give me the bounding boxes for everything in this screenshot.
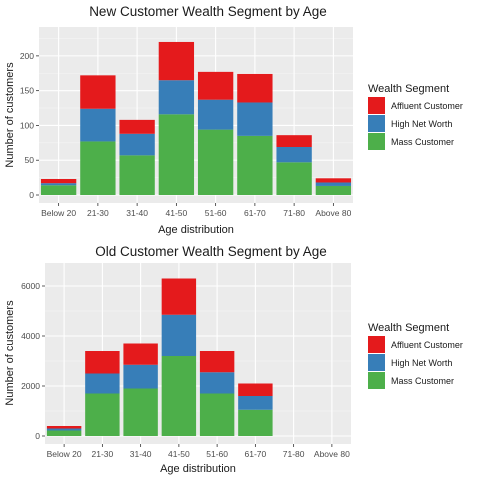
- y-axis-title: Number of customers: [4, 300, 16, 406]
- y-tick-label: 4000: [21, 331, 40, 341]
- legend-top: Wealth Segment Affluent Customer High Ne…: [368, 83, 463, 150]
- chart-title: Old Customer Wealth Segment by Age: [95, 244, 327, 259]
- chart-old-customers: Old Customer Wealth Segment by Age 0 2000…: [4, 244, 351, 475]
- x-tick-label: 51-60: [205, 208, 227, 218]
- bar-affluent: [85, 351, 120, 374]
- bar-high-net-worth: [161, 314, 197, 356]
- bar-mass: [80, 141, 116, 195]
- bar-affluent: [80, 75, 116, 109]
- x-tick-label: 21-30: [92, 449, 114, 459]
- x-axis-title: Age distribution: [160, 463, 236, 475]
- x-tick-label: Below 20: [47, 449, 82, 459]
- x-tick-label: 41-50: [166, 208, 188, 218]
- bar-high-net-worth: [80, 108, 116, 142]
- bar-affluent: [40, 179, 77, 184]
- legend-title: Wealth Segment: [368, 83, 449, 95]
- bar-affluent: [123, 343, 158, 365]
- legend-label-mass: Mass Customer: [391, 376, 454, 386]
- x-tick-labels: Below 20 21-30 31-40 41-50 51-60 61-70 71-80 Ab…: [41, 203, 352, 218]
- bar-mass: [85, 393, 120, 436]
- bar-high-net-worth: [238, 396, 273, 410]
- bar-mass: [238, 409, 273, 436]
- x-tick-label: 71-80: [283, 208, 305, 218]
- x-tick-label: 31-40: [126, 208, 148, 218]
- bar-mass: [199, 393, 235, 436]
- bar-high-net-worth: [158, 80, 195, 115]
- y-tick-labels: 0 2000 4000 6000: [21, 281, 45, 441]
- y-tick-label: 0: [35, 431, 40, 441]
- legend-label-affluent: Affluent Customer: [391, 340, 463, 350]
- y-tick-label: 6000: [21, 281, 40, 291]
- legend-key-affluent: [368, 97, 385, 114]
- bar-affluent: [238, 383, 273, 396]
- legend-key-affluent: [368, 336, 385, 353]
- bar-high-net-worth: [276, 147, 312, 163]
- bar-affluent: [315, 178, 352, 183]
- x-tick-label: Above 80: [314, 449, 350, 459]
- legend-label-mass: Mass Customer: [391, 137, 454, 147]
- legend-title: Wealth Segment: [368, 322, 449, 334]
- x-tick-label: 61-70: [244, 208, 266, 218]
- bar-mass: [237, 135, 273, 195]
- legend-key-mass: [368, 133, 385, 150]
- legend-label-high-net-worth: High Net Worth: [391, 358, 452, 368]
- x-tick-label: 71-80: [283, 449, 305, 459]
- bar-mass: [158, 114, 195, 195]
- bar-mass: [119, 155, 155, 195]
- bar-affluent: [237, 73, 273, 103]
- y-tick-label: 0: [29, 190, 34, 200]
- legend-label-high-net-worth: High Net Worth: [391, 119, 452, 129]
- bar-mass: [276, 162, 312, 195]
- bar-affluent: [119, 119, 155, 134]
- chart-new-customers: New Customer Wealth Segment by Age 0 50 10…: [4, 4, 353, 236]
- bar-mass: [46, 430, 82, 436]
- y-tick-label: 2000: [21, 381, 40, 391]
- legend-label-affluent: Affluent Customer: [391, 101, 463, 111]
- y-tick-label: 200: [20, 51, 34, 61]
- x-tick-label: 21-30: [87, 208, 109, 218]
- bar-affluent: [46, 426, 82, 429]
- x-tick-label: 31-40: [130, 449, 152, 459]
- bar-high-net-worth: [40, 183, 77, 186]
- bar-high-net-worth: [85, 373, 120, 394]
- x-tick-labels: Below 20 21-30 31-40 41-50 51-60 61-70 71-80 Ab…: [47, 444, 350, 459]
- bar-mass: [161, 356, 197, 436]
- legend-key-high-net-worth: [368, 115, 385, 132]
- bars: [46, 278, 273, 436]
- x-tick-label: 51-60: [206, 449, 228, 459]
- bar-affluent: [197, 71, 234, 100]
- y-tick-label: 150: [20, 86, 34, 96]
- x-tick-label: 61-70: [245, 449, 267, 459]
- bar-mass: [197, 129, 234, 195]
- bar-high-net-worth: [119, 133, 155, 156]
- x-tick-label: Above 80: [315, 208, 351, 218]
- legend-bottom: Wealth Segment Affluent Customer High Ne…: [368, 322, 463, 389]
- y-tick-labels: 0 50 100 150 200: [20, 51, 39, 200]
- bar-high-net-worth: [123, 364, 158, 389]
- chart-title: New Customer Wealth Segment by Age: [89, 4, 327, 19]
- bar-affluent: [276, 135, 312, 147]
- legend-key-mass: [368, 372, 385, 389]
- bar-mass: [40, 185, 77, 195]
- bar-high-net-worth: [46, 428, 82, 431]
- x-tick-label: Below 20: [41, 208, 76, 218]
- bar-mass: [315, 185, 352, 195]
- bar-affluent: [161, 278, 197, 315]
- bar-high-net-worth: [199, 372, 235, 394]
- bars: [40, 41, 352, 195]
- bar-high-net-worth: [315, 182, 352, 186]
- y-axis-title: Number of customers: [4, 62, 16, 168]
- x-tick-label: 41-50: [168, 449, 190, 459]
- y-tick-label: 50: [25, 155, 35, 165]
- bar-affluent: [158, 41, 195, 81]
- bar-mass: [123, 388, 158, 436]
- bar-high-net-worth: [237, 102, 273, 136]
- legend-key-high-net-worth: [368, 354, 385, 371]
- y-tick-label: 100: [20, 120, 34, 130]
- bar-high-net-worth: [197, 99, 234, 130]
- bar-affluent: [199, 351, 235, 373]
- x-axis-title: Age distribution: [158, 224, 234, 236]
